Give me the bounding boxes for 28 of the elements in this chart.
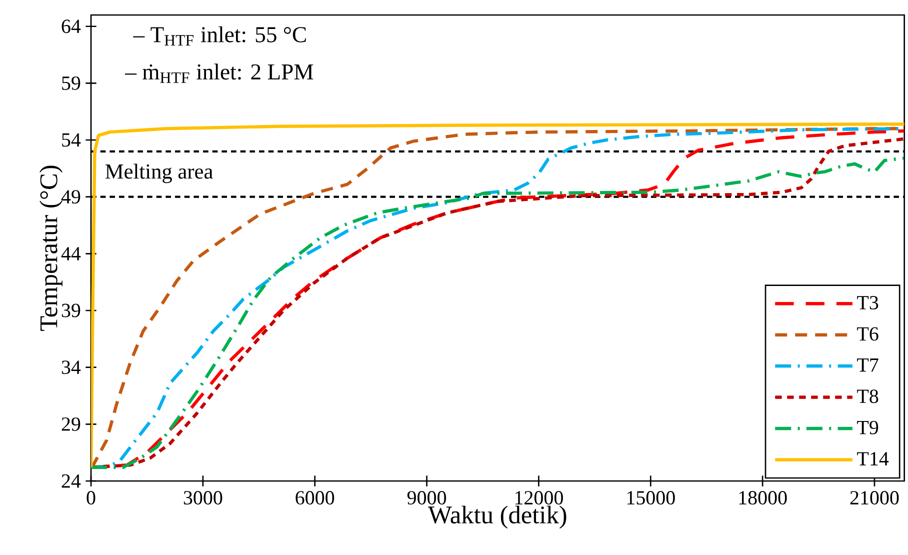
legend-label: T14 [857,452,889,466]
legend-label: T6 [857,327,878,341]
x-tick-label: 3000 [184,491,222,505]
x-axis-title: Waktu (detik) [428,506,566,529]
x-tick-label: 15000 [627,491,675,505]
x-tick-label: 12000 [515,491,563,505]
x-tick-label: 9000 [407,491,446,505]
y-tick-label: 64 [62,20,81,34]
legend-label: T8 [857,390,878,404]
x-tick-label: 6000 [296,491,334,505]
y-tick-label: 29 [62,417,80,431]
legend-label: T3 [857,296,878,310]
annotation: – T$_{HTF}$ inlet: 55 °C [133,26,306,46]
y-axis-title: Temperatur (°C) [40,166,62,331]
y-tick-label: 54 [62,133,81,147]
legend-label: T9 [857,420,878,434]
x-tick-label: 21000 [850,491,899,505]
x-tick-label: 0 [86,491,96,505]
y-tick-label: 44 [61,247,81,260]
annotation: Melting area [105,164,213,184]
y-tick-label: 24 [62,474,81,488]
annotation: – ṁ$_{HTF}$ inlet: 2 LPM [124,64,314,83]
y-tick-label: 39 [62,304,80,318]
x-tick-label: 18000 [739,491,787,505]
y-tick-label: 49 [61,190,80,204]
y-tick-label: 34 [62,360,81,374]
legend-label: T7 [857,358,878,372]
y-tick-label: 59 [62,76,80,90]
